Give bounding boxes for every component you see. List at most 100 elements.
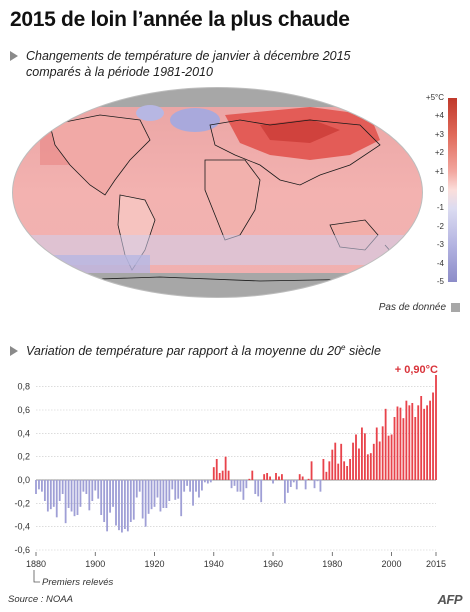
nodata-legend: Pas de donnée <box>379 302 460 313</box>
bar-1966 <box>289 480 292 487</box>
bar-1973 <box>310 461 313 480</box>
bar-1945 <box>227 470 230 480</box>
labrador-cold <box>136 105 164 121</box>
bar-1960 <box>272 480 274 484</box>
bar-1968 <box>295 480 298 490</box>
bar-1953 <box>251 470 254 480</box>
nodata-swatch <box>451 302 460 312</box>
source-note: Source : NOAA <box>8 594 73 605</box>
bar-1882 <box>41 480 43 492</box>
bar-1919 <box>150 480 153 510</box>
bar-1939 <box>209 480 212 483</box>
temperature-bar-chart: 0,8 0,6 0,4 0,2 0,0 -0,2 -0,4 -0,6 1880 1900 1920 1… <box>14 365 446 588</box>
bar-1912 <box>129 480 132 522</box>
eurasia-outline <box>209 119 381 186</box>
x-tick-label: 1900 <box>85 559 105 569</box>
bar-1921 <box>156 480 159 498</box>
bar-1956 <box>260 480 263 503</box>
bar-1946 <box>230 480 233 489</box>
y-tick-label: 0,8 <box>17 382 30 392</box>
legend-color-bar <box>448 98 457 282</box>
x-tick-label: 2015 <box>426 559 446 569</box>
afp-logo: AFP <box>437 592 463 607</box>
bar-1891 <box>67 480 70 508</box>
x-tick-label: 1920 <box>145 559 165 569</box>
bar-1971 <box>304 480 307 490</box>
bar-1985 <box>346 466 349 480</box>
bar-1929 <box>180 480 183 517</box>
bar-1974 <box>313 480 316 489</box>
bar-1911 <box>126 480 129 532</box>
legend-tick: +2 <box>434 148 444 158</box>
y-tick-label: 0,2 <box>17 452 30 462</box>
map-heading: Changements de température de janvier à … <box>10 48 351 80</box>
legend-tick: -2 <box>436 221 444 231</box>
bar-1963 <box>281 474 283 480</box>
bar-1990 <box>361 427 363 480</box>
chart-heading: Variation de température par rapport à l… <box>10 340 381 359</box>
bar-1951 <box>245 480 248 489</box>
bar-1975 <box>316 480 319 482</box>
legend-tick: -4 <box>436 258 444 268</box>
nodata-label: Pas de donnée <box>378 302 446 313</box>
bar-2004 <box>402 418 405 480</box>
bar-2014 <box>432 392 434 480</box>
y-tick-label: 0,0 <box>17 475 30 485</box>
bar-1987 <box>352 442 354 480</box>
bar-1977 <box>322 459 325 480</box>
bar-1964 <box>283 480 286 504</box>
bar-1897 <box>85 480 88 494</box>
bar-1934 <box>195 480 197 492</box>
x-tick-label: 1980 <box>322 559 342 569</box>
map-legend: +5°C +4 +3 +2 +1 0 -1 -2 -3 -4 -5 <box>424 93 464 298</box>
y-tick-label: -0,2 <box>14 498 30 508</box>
bar-1958 <box>266 473 269 480</box>
bar-1894 <box>76 480 79 515</box>
arctic-nodata <box>12 87 423 107</box>
bar-2001 <box>393 417 396 480</box>
arrow-right-icon <box>10 50 18 61</box>
bar-1926 <box>171 480 174 490</box>
bar-1995 <box>375 427 378 480</box>
bar-1936 <box>201 480 203 491</box>
bar-1920 <box>153 480 156 507</box>
bar-1989 <box>358 448 360 480</box>
bar-1993 <box>369 453 372 480</box>
bar-1930 <box>183 480 186 492</box>
bar-1906 <box>112 480 114 507</box>
bar-2007 <box>411 403 414 480</box>
legend-tick: -5 <box>436 277 444 286</box>
bar-2009 <box>417 405 420 480</box>
bar-1932 <box>189 480 191 492</box>
bar-1881 <box>38 480 40 490</box>
bar-2000 <box>390 434 393 480</box>
first-records-note: Premiers relevés <box>42 577 114 588</box>
bar-1901 <box>97 480 100 499</box>
bar-1957 <box>263 474 266 480</box>
note-bracket <box>33 570 40 583</box>
map-heading-line1: Changements de température de janvier à … <box>26 49 351 63</box>
bar-1948 <box>236 480 239 492</box>
bar-1885 <box>49 480 52 510</box>
bar-1917 <box>144 480 147 527</box>
bar-1915 <box>138 480 141 492</box>
antarctica-coast <box>69 276 371 282</box>
bar-1980 <box>331 449 334 480</box>
bar-1918 <box>147 480 150 514</box>
bar-2005 <box>405 400 408 480</box>
bar-1983 <box>340 443 343 480</box>
x-tick-label: 1880 <box>26 559 46 569</box>
bar-1884 <box>46 480 49 512</box>
bar-1949 <box>239 480 242 492</box>
bar-1954 <box>254 480 257 494</box>
bar-1889 <box>61 480 64 494</box>
bar-1893 <box>73 480 76 517</box>
y-tick-label: 0,6 <box>17 405 30 415</box>
world-temperature-map <box>10 85 425 300</box>
bar-1992 <box>366 454 369 480</box>
bar-1955 <box>257 480 260 497</box>
annotation-2015: + 0,90°C <box>395 365 438 376</box>
bar-1900 <box>94 480 97 491</box>
legend-tick: -3 <box>436 240 444 250</box>
bar-1959 <box>269 476 271 480</box>
